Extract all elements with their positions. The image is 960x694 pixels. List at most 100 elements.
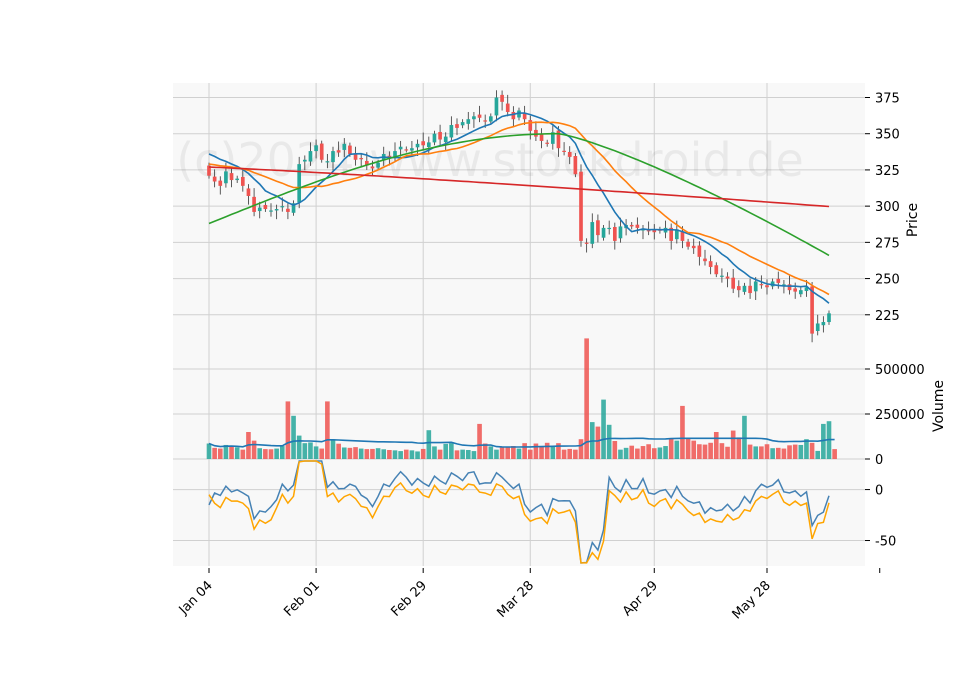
volume-bar bbox=[809, 442, 815, 459]
volume-bar bbox=[415, 451, 420, 459]
volume-bar bbox=[482, 443, 488, 459]
volume-bar bbox=[691, 440, 697, 459]
volume-bar bbox=[584, 338, 589, 459]
volume-bar bbox=[544, 442, 550, 459]
candle-body bbox=[286, 208, 290, 212]
volume-bar bbox=[420, 448, 426, 459]
candle-body bbox=[426, 142, 431, 148]
price-tick-label: 325 bbox=[875, 164, 900, 179]
candle-body bbox=[488, 116, 493, 122]
volume-bar bbox=[832, 449, 837, 459]
candle-body bbox=[793, 288, 798, 292]
candle-body bbox=[590, 222, 595, 244]
candle-body bbox=[635, 224, 640, 228]
candle-body bbox=[714, 265, 719, 275]
volume-bar bbox=[713, 432, 719, 459]
volume-bar bbox=[725, 446, 730, 459]
volume-tick-label: 0 bbox=[875, 453, 883, 468]
candle-body bbox=[545, 142, 550, 144]
volume-bar bbox=[821, 423, 826, 459]
volume-bar bbox=[319, 448, 325, 459]
candle-body bbox=[477, 114, 482, 118]
price-tick-label: 275 bbox=[875, 236, 900, 251]
volume-bar bbox=[719, 443, 725, 459]
candle-body bbox=[319, 143, 324, 160]
volume-bar bbox=[742, 415, 747, 459]
volume-average-line bbox=[208, 437, 835, 448]
volume-bar bbox=[285, 401, 291, 459]
candle-body bbox=[720, 275, 724, 277]
volume-bar bbox=[550, 446, 556, 459]
candle-body bbox=[567, 151, 572, 157]
volume-bar bbox=[522, 443, 527, 459]
ma-50-line bbox=[208, 132, 830, 257]
volume-bar bbox=[206, 443, 212, 459]
volume-bar bbox=[409, 450, 415, 459]
candle-body bbox=[612, 226, 617, 241]
candle-body bbox=[348, 145, 352, 154]
volume-bar bbox=[229, 445, 234, 459]
volume-bar bbox=[398, 451, 403, 459]
candle-body bbox=[742, 285, 747, 292]
volume-bar bbox=[674, 440, 680, 459]
volume-bar bbox=[263, 449, 268, 459]
candle-body bbox=[810, 286, 814, 334]
candle-body bbox=[765, 285, 769, 288]
price-tick-label: 375 bbox=[875, 91, 900, 106]
candle-body bbox=[410, 148, 414, 151]
candle-body bbox=[438, 131, 442, 140]
volume-bar bbox=[353, 447, 358, 459]
candle-body bbox=[562, 150, 566, 152]
volume-bar bbox=[392, 450, 398, 459]
volume-bar bbox=[341, 447, 347, 459]
candle-body bbox=[393, 151, 397, 157]
volume-bar bbox=[815, 450, 821, 459]
volume-bar bbox=[437, 449, 443, 459]
candle-body bbox=[776, 278, 781, 283]
candle-body bbox=[652, 229, 657, 233]
candle-body bbox=[472, 116, 476, 120]
candle-body bbox=[528, 120, 533, 131]
volume-bar bbox=[680, 405, 685, 459]
ma-20-line bbox=[208, 121, 830, 296]
volume-bar bbox=[268, 449, 274, 459]
volume-bar bbox=[578, 439, 584, 459]
volume-bar bbox=[296, 435, 302, 459]
volume-bar bbox=[657, 447, 663, 459]
candle-body bbox=[815, 323, 820, 332]
candle-body bbox=[269, 210, 273, 212]
volume-bar bbox=[274, 448, 279, 459]
volume-bar bbox=[432, 446, 437, 459]
candle-body bbox=[466, 119, 471, 124]
volume-bar bbox=[753, 446, 759, 459]
candle-body bbox=[674, 229, 679, 240]
volume-bar bbox=[635, 448, 640, 459]
volume-bar bbox=[234, 447, 240, 459]
candle-body bbox=[596, 220, 600, 236]
volume-bar bbox=[736, 437, 742, 459]
volume-bar bbox=[505, 447, 511, 459]
candle-body bbox=[686, 241, 690, 247]
candle-body bbox=[748, 285, 752, 294]
volume-bar bbox=[443, 443, 449, 459]
candle-body bbox=[331, 151, 335, 163]
price-panel-bg bbox=[173, 83, 865, 351]
candle-body bbox=[207, 165, 211, 176]
x-tick-label: Apr 29 bbox=[620, 578, 661, 619]
candle-body bbox=[556, 130, 561, 149]
volume-bar bbox=[212, 447, 217, 459]
candle-body bbox=[522, 113, 527, 120]
volume-bar bbox=[747, 444, 753, 459]
volume-bar bbox=[325, 401, 330, 459]
volume-bar bbox=[279, 446, 285, 459]
candle-body bbox=[308, 151, 313, 162]
volume-bar bbox=[646, 444, 651, 459]
candle-body bbox=[460, 122, 465, 126]
candle-body bbox=[398, 146, 403, 150]
candle-body bbox=[291, 203, 296, 213]
volume-bar bbox=[787, 445, 792, 459]
candle-body bbox=[274, 209, 279, 211]
volume-bar bbox=[775, 447, 781, 459]
